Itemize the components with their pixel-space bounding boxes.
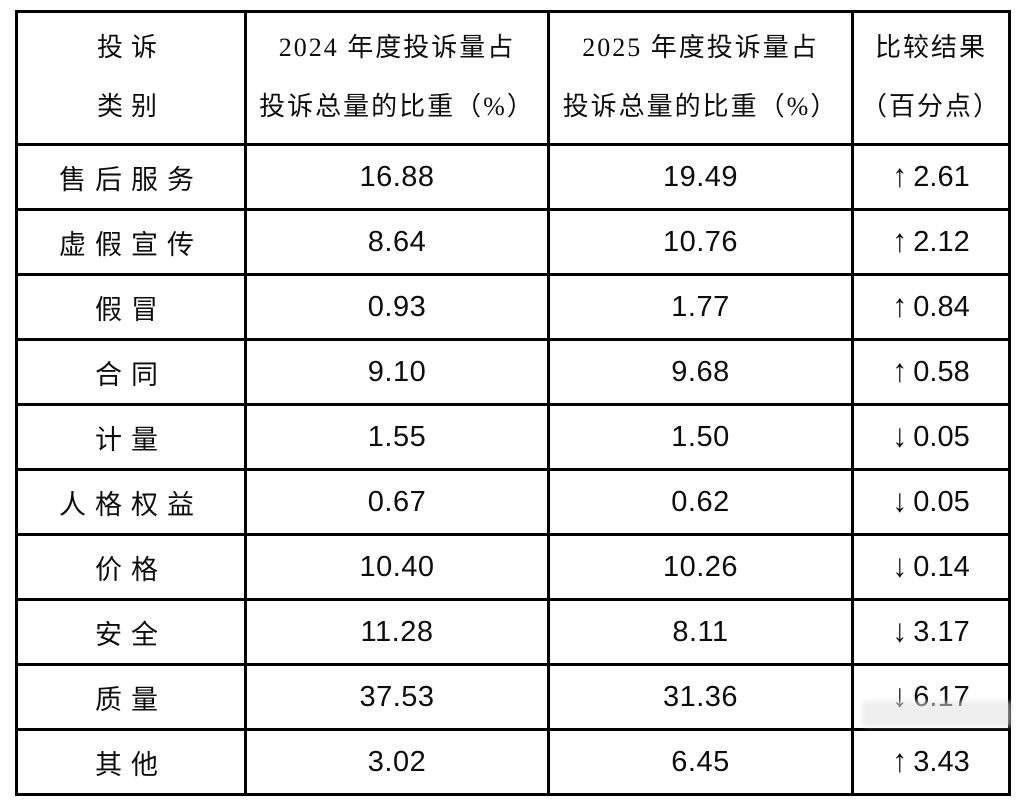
- value-2025-cell: 0.62: [547, 468, 854, 536]
- delta-value: 3.17: [913, 616, 970, 648]
- table-row: 价格 10.40 10.26 ↓ 0.14: [15, 533, 1011, 601]
- table-row: 合同 9.10 9.68 ↑ 0.58: [15, 338, 1011, 406]
- value-2025-cell: 31.36: [547, 663, 854, 731]
- table-body: 售后服务 16.88 19.49 ↑ 2.61 虚假宣传 8.64 10.76 ↑ 2.12 假冒 0…: [15, 143, 1011, 796]
- value-2025-cell: 9.68: [547, 338, 854, 406]
- comparison-cell: ↓ 3.17: [851, 598, 1011, 666]
- value-2025-cell: 10.76: [547, 208, 854, 276]
- value-2024-cell: 0.93: [244, 273, 550, 341]
- header-comparison-line2: （百分点）: [860, 92, 1001, 122]
- up-arrow-icon: ↑: [892, 353, 908, 390]
- table-row: 质量 37.53 31.36 ↓ 6.17: [15, 663, 1011, 731]
- delta-value: 0.05: [913, 421, 970, 453]
- table-row: 其他 3.02 6.45 ↑ 3.43: [15, 728, 1011, 796]
- value-2024-cell: 8.64: [244, 208, 550, 276]
- value-2024-cell: 16.88: [244, 143, 550, 211]
- down-arrow-icon: ↓: [892, 418, 908, 455]
- header-2025: 2025 年度投诉量占 投诉总量的比重（%）: [547, 10, 854, 146]
- delta-value: 2.12: [913, 226, 970, 258]
- up-arrow-icon: ↑: [892, 223, 908, 260]
- table-row: 售后服务 16.88 19.49 ↑ 2.61: [15, 143, 1011, 211]
- delta-value: 0.58: [913, 356, 970, 388]
- category-cell: 合同: [15, 338, 247, 406]
- value-2024-cell: 3.02: [244, 728, 550, 796]
- value-2025-cell: 1.77: [547, 273, 854, 341]
- up-arrow-icon: ↑: [892, 288, 908, 325]
- complaints-comparison-table: 投诉 类别 2024 年度投诉量占 投诉总量的比重（%） 2025 年度投诉量占…: [15, 10, 1011, 796]
- header-2025-line1: 2025 年度投诉量占: [582, 33, 819, 63]
- comparison-cell: ↓ 6.17: [851, 663, 1011, 731]
- table-row: 计量 1.55 1.50 ↓ 0.05: [15, 403, 1011, 471]
- delta-value: 0.14: [913, 551, 970, 583]
- comparison-cell: ↑ 3.43: [851, 728, 1011, 796]
- value-2025-cell: 6.45: [547, 728, 854, 796]
- table-row: 人格权益 0.67 0.62 ↓ 0.05: [15, 468, 1011, 536]
- header-category-line2: 类别: [96, 92, 165, 122]
- comparison-cell: ↓ 0.05: [851, 468, 1011, 536]
- category-cell: 虚假宣传: [15, 208, 247, 276]
- header-comparison: 比较结果 （百分点）: [851, 10, 1011, 146]
- value-2024-cell: 1.55: [244, 403, 550, 471]
- down-arrow-icon: ↓: [892, 678, 908, 715]
- category-cell: 人格权益: [15, 468, 247, 536]
- value-2024-cell: 11.28: [244, 598, 550, 666]
- value-2024-cell: 0.67: [244, 468, 550, 536]
- header-2024-line2: 投诉总量的比重（%）: [259, 92, 535, 122]
- delta-value: 6.17: [913, 681, 970, 713]
- category-cell: 价格: [15, 533, 247, 601]
- header-2024: 2024 年度投诉量占 投诉总量的比重（%）: [244, 10, 550, 146]
- comparison-cell: ↑ 0.84: [851, 273, 1011, 341]
- category-cell: 售后服务: [15, 143, 247, 211]
- category-cell: 假冒: [15, 273, 247, 341]
- table-row: 虚假宣传 8.64 10.76 ↑ 2.12: [15, 208, 1011, 276]
- header-row: 投诉 类别 2024 年度投诉量占 投诉总量的比重（%） 2025 年度投诉量占…: [15, 10, 1011, 146]
- header-category-line1: 投诉: [96, 33, 165, 63]
- delta-value: 0.84: [913, 291, 970, 323]
- category-cell: 安全: [15, 598, 247, 666]
- up-arrow-icon: ↑: [892, 743, 908, 780]
- category-cell: 其他: [15, 728, 247, 796]
- value-2025-cell: 1.50: [547, 403, 854, 471]
- down-arrow-icon: ↓: [892, 483, 908, 520]
- table-row: 假冒 0.93 1.77 ↑ 0.84: [15, 273, 1011, 341]
- category-cell: 计量: [15, 403, 247, 471]
- down-arrow-icon: ↓: [892, 613, 908, 650]
- header-2024-line1: 2024 年度投诉量占: [278, 33, 516, 63]
- comparison-cell: ↑ 2.12: [851, 208, 1011, 276]
- up-arrow-icon: ↑: [892, 158, 908, 195]
- value-2024-cell: 37.53: [244, 663, 550, 731]
- table-row: 安全 11.28 8.11 ↓ 3.17: [15, 598, 1011, 666]
- value-2024-cell: 10.40: [244, 533, 550, 601]
- delta-value: 0.05: [913, 486, 970, 518]
- delta-value: 2.61: [913, 161, 970, 193]
- comparison-cell: ↓ 0.05: [851, 403, 1011, 471]
- delta-value: 3.43: [913, 746, 970, 778]
- category-cell: 质量: [15, 663, 247, 731]
- header-category: 投诉 类别: [15, 10, 247, 146]
- comparison-cell: ↑ 0.58: [851, 338, 1011, 406]
- value-2025-cell: 8.11: [547, 598, 854, 666]
- down-arrow-icon: ↓: [892, 548, 908, 585]
- value-2024-cell: 9.10: [244, 338, 550, 406]
- header-2025-line2: 投诉总量的比重（%）: [562, 92, 839, 122]
- comparison-cell: ↑ 2.61: [851, 143, 1011, 211]
- value-2025-cell: 19.49: [547, 143, 854, 211]
- comparison-cell: ↓ 0.14: [851, 533, 1011, 601]
- value-2025-cell: 10.26: [547, 533, 854, 601]
- header-comparison-line1: 比较结果: [874, 33, 987, 63]
